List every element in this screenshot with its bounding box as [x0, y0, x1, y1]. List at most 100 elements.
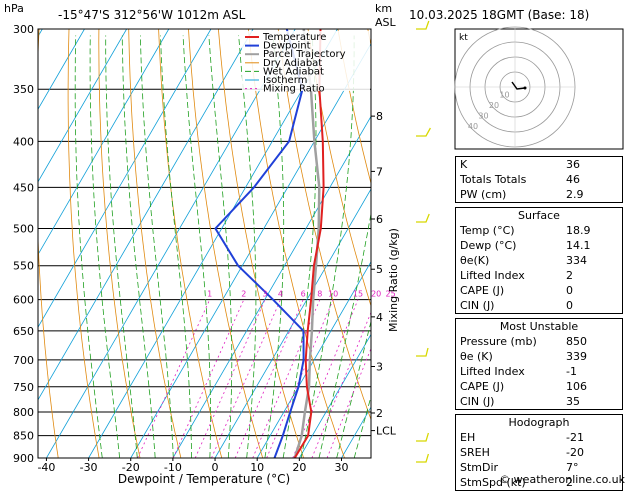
index-row: CAPE (J)0 [456, 283, 622, 298]
index-label: CIN (J) [460, 394, 494, 409]
index-value: 35 [566, 394, 618, 409]
wind-barb [416, 214, 429, 222]
mixing-ratio-label: 4 [278, 290, 283, 299]
wet-adiabat-line [319, 36, 395, 459]
index-label: EH [460, 430, 475, 445]
isotherm-line [131, 29, 380, 458]
pressure-tick-label: 400 [13, 135, 34, 148]
mixing-ratio-label: 3 [262, 290, 267, 299]
pressure-tick-label: 800 [13, 406, 34, 419]
index-label: Temp (°C) [460, 223, 515, 238]
dry-adiabat-line [338, 29, 467, 458]
index-row: CIN (J) 0 [456, 298, 622, 313]
temp-tick-label: -40 [37, 461, 55, 474]
basic-indices-box: K 36 Totals Totals 46 PW (cm) 2.9 [455, 156, 623, 203]
pressure-tick-label: 650 [13, 325, 34, 338]
pressure-tick-label: 350 [13, 83, 34, 96]
index-value: 36 [566, 157, 618, 172]
index-label: K [460, 157, 467, 172]
index-label: Lifted Index [460, 268, 525, 283]
index-row: EH -21 [456, 430, 622, 445]
index-value: 2 [566, 268, 618, 283]
x-axis-title: Dewpoint / Temperature (°C) [118, 472, 290, 486]
index-value: 18.9 [566, 223, 618, 238]
mixing-ratio-label: 20 [371, 290, 381, 299]
index-row: θe(K) 334 [456, 253, 622, 268]
wind-barb [416, 454, 428, 462]
index-label: StmDir [460, 460, 498, 475]
index-label: PW (cm) [460, 187, 506, 202]
index-row: K 36 [456, 157, 622, 172]
height-tick-label: LCL [376, 425, 397, 438]
index-value: 7° [566, 460, 618, 475]
pressure-tick-label: 750 [13, 381, 34, 394]
height-tick-label: 4 [376, 311, 383, 324]
height-tick-label: 6 [376, 213, 383, 226]
hodograph-ring-label: 10 [499, 91, 509, 100]
index-row: CAPE (J) 106 [456, 379, 622, 394]
pressure-tick-label: 450 [13, 181, 34, 194]
km-axis-label: km [375, 2, 392, 15]
index-label: CIN (J) [460, 298, 494, 313]
most-unstable-title: Most Unstable [456, 319, 622, 334]
index-value: 106 [566, 379, 618, 394]
index-value: 339 [566, 349, 618, 364]
index-value: -20 [566, 445, 618, 460]
legend-label: Mixing Ratio [263, 84, 325, 95]
index-row: Lifted Index-1 [456, 364, 622, 379]
hodograph-unit-label: kt [459, 33, 468, 43]
index-value: 46 [566, 172, 618, 187]
mixing-ratio-line [312, 300, 376, 458]
index-row: θe (K)339 [456, 349, 622, 364]
mixing-ratio-axis-title: Mixing Ratio (g/kg) [387, 228, 400, 332]
dry-adiabat-line [308, 29, 426, 458]
mixing-ratio-label: 6 [301, 290, 306, 299]
index-value: 2 [566, 475, 618, 490]
mixing-ratio-line [235, 300, 303, 458]
index-row: StmSpd (kt)2 [456, 475, 622, 490]
index-label: CAPE (J) [460, 379, 504, 394]
temp-tick-label: 30 [334, 461, 348, 474]
index-label: Totals Totals [460, 172, 526, 187]
pressure-tick-label: 550 [13, 260, 34, 273]
mixing-ratio-label: 8 [317, 290, 322, 299]
wet-adiabat-line [106, 36, 138, 459]
index-value: 2.9 [566, 187, 618, 202]
temp-tick-label: -30 [80, 461, 98, 474]
dry-adiabat-line [99, 29, 140, 458]
hodograph-ring-label: 30 [478, 112, 488, 121]
pressure-tick-label: 900 [13, 452, 34, 465]
hodograph-ring-label: 20 [489, 101, 499, 110]
wind-barb [416, 348, 428, 356]
wind-barb [416, 128, 430, 136]
index-value: 14.1 [566, 238, 618, 253]
index-value: -1 [566, 364, 618, 379]
height-tick-label: 5 [376, 263, 383, 276]
hodograph-ring-label: 40 [468, 122, 478, 131]
index-value: 0 [566, 298, 618, 313]
mixing-ratio-label: 1 [207, 290, 212, 299]
height-tick-label: 8 [376, 110, 383, 123]
pressure-tick-label: 850 [13, 430, 34, 443]
index-value: 334 [566, 253, 618, 268]
dry-adiabat-line [129, 29, 181, 458]
hodograph-title: Hodograph [456, 415, 622, 430]
height-tick-label: 3 [376, 361, 383, 374]
mixing-ratio-label: 10 [328, 290, 338, 299]
wet-adiabat-line [265, 36, 284, 459]
index-row: StmDir 7° [456, 460, 622, 475]
index-value: -21 [566, 430, 618, 445]
index-label: Dewp (°C) [460, 238, 516, 253]
height-tick-label: 7 [376, 165, 383, 178]
index-row: Lifted Index 2 [456, 268, 622, 283]
index-label: CAPE (J) [460, 283, 504, 298]
index-row: SREH-20 [456, 445, 622, 460]
isotherm-line [46, 29, 295, 458]
index-row: Dewp (°C) 14.1 [456, 238, 622, 253]
index-label: θe(K) [460, 253, 489, 268]
mixing-ratio-line [138, 300, 210, 458]
asl-axis-label: ASL [375, 16, 397, 29]
mixing-ratio-label: 15 [353, 290, 363, 299]
